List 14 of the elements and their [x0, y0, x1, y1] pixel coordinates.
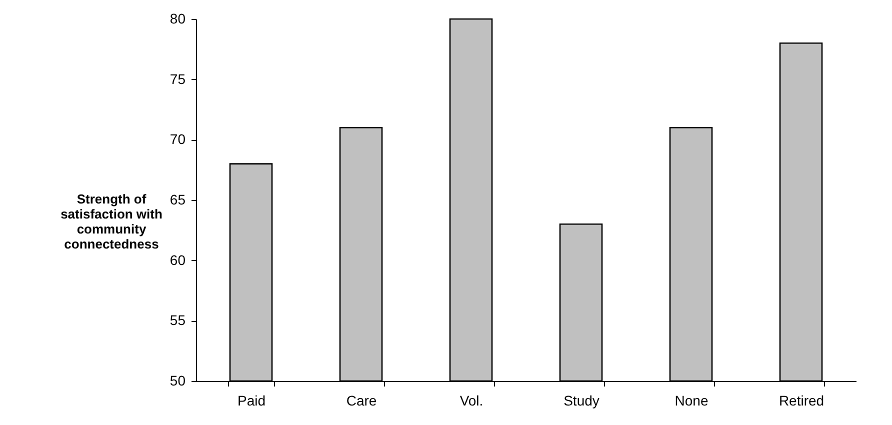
y-tick-label: 75: [170, 70, 186, 87]
x-tick-label: Paid: [237, 392, 266, 408]
y-tick-label: 55: [170, 312, 186, 328]
y-tick-label: 80: [170, 10, 186, 26]
y-tick-label: 60: [170, 252, 186, 268]
x-tick-label: Care: [346, 392, 377, 408]
x-tick-label: None: [674, 392, 708, 408]
x-tick-label: Retired: [778, 392, 824, 408]
y-tick-label: 65: [170, 192, 186, 208]
y-axis-title: Strength of satisfaction with community connectedness: [60, 192, 162, 252]
x-tick-label: Study: [564, 392, 600, 408]
y-tick-label: 70: [170, 131, 186, 148]
y-tick-label: 50: [170, 372, 186, 388]
x-tick-label: Vol.: [460, 392, 484, 408]
